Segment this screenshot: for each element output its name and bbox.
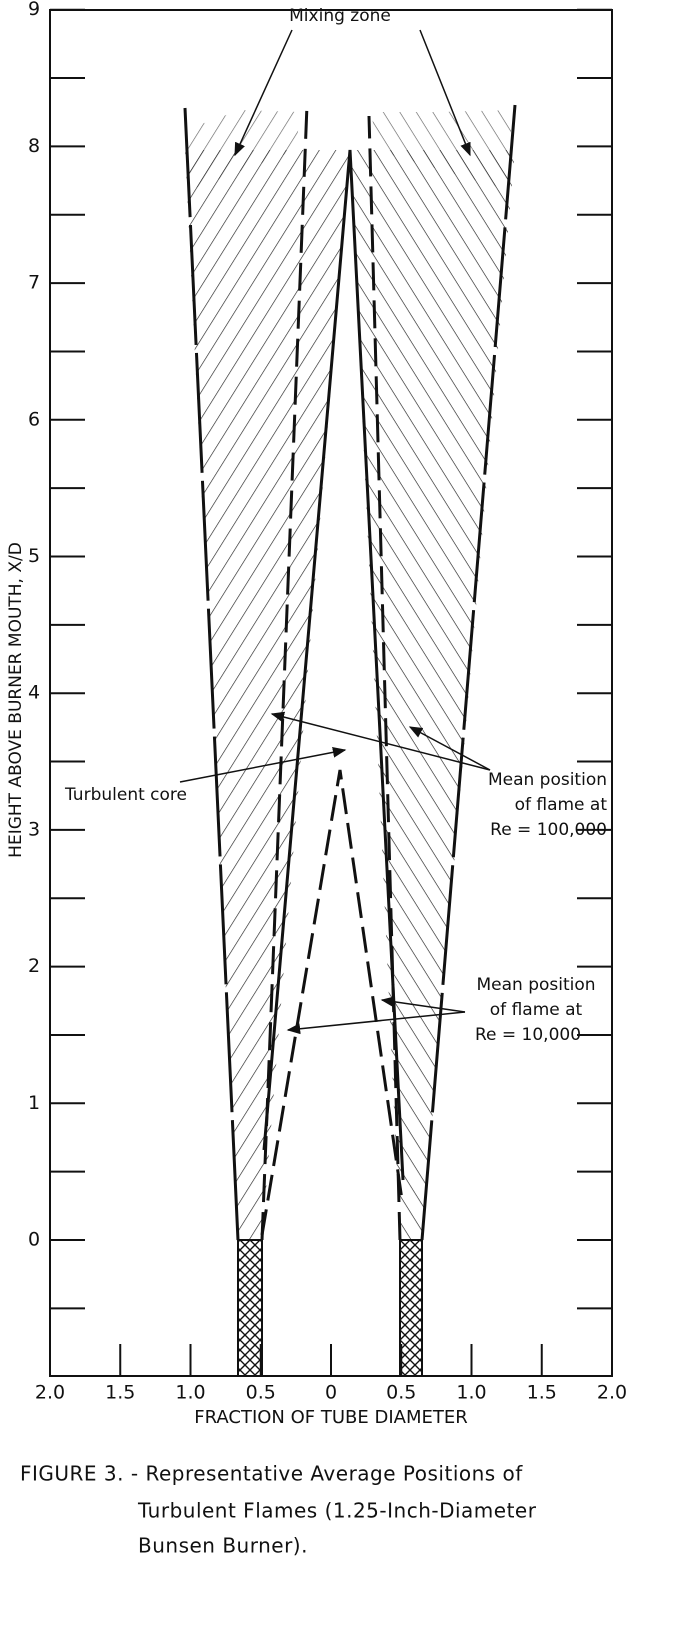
turbulent-core-label: Turbulent core [64, 785, 187, 805]
x-axis-label: FRACTION OF TUBE DIAMETER [194, 1407, 467, 1428]
x-tick-label: 1.0 [456, 1382, 486, 1404]
flame-100000-line: Re = 100,000 [490, 820, 607, 840]
hatch-top-right [372, 110, 512, 190]
x-tick-label: 2.0 [597, 1382, 627, 1404]
flame-100000-line: of flame at [515, 795, 608, 815]
y-axis-label: HEIGHT ABOVE BURNER MOUTH, X/D [6, 542, 26, 858]
flame-10000-line: Re = 10,000 [475, 1025, 581, 1045]
caption-line: Turbulent Flames (1.25-Inch-Diameter [137, 1499, 537, 1523]
arrow [408, 726, 491, 771]
flame-re-10000 [260, 769, 404, 1236]
x-tick-label: 1.0 [175, 1382, 205, 1404]
y-tick-label: 6 [28, 408, 40, 430]
arrow [380, 996, 466, 1013]
arrow [286, 1011, 466, 1035]
x-tick-label: 2.0 [35, 1382, 65, 1404]
x-tick-label: 1.5 [105, 1382, 135, 1404]
x-tick-label: 0.5 [386, 1382, 416, 1404]
x-tick-label: 0.5 [246, 1382, 276, 1404]
arrow [179, 747, 347, 783]
y-tick-label: 5 [28, 545, 40, 567]
y-tick-label: 1 [28, 1092, 40, 1114]
y-tick-label: 4 [28, 682, 40, 704]
caption-line: Bunsen Burner). [138, 1534, 308, 1558]
flame-10000-line: of flame at [490, 1000, 583, 1020]
y-tick-label: 8 [28, 135, 40, 157]
y-tick-label: 7 [28, 272, 40, 294]
y-tick-label: 9 [28, 0, 40, 20]
mixing-zone-label: Mixing zone [289, 6, 391, 26]
flame-re-100000 [262, 149, 405, 1181]
arrow [234, 29, 293, 157]
y-tick-label: 2 [28, 955, 40, 977]
caption-line: FIGURE 3. - Representative Average Posit… [20, 1462, 523, 1486]
outer-boundary-right [420, 104, 517, 1241]
outer-boundary-left [183, 107, 240, 1241]
x-tick-label: 1.5 [527, 1382, 557, 1404]
y-tick-label: 0 [28, 1229, 40, 1251]
flame-10000-line: Mean position [476, 975, 595, 995]
tube-wall-right [399, 1239, 423, 1377]
core-boundary-right [367, 115, 402, 1241]
flame-100000-line: Mean position [488, 770, 607, 790]
y-tick-label: 3 [28, 818, 40, 840]
tube-wall-left [237, 1239, 263, 1377]
arrow [270, 711, 491, 771]
x-tick-label: 0 [325, 1382, 337, 1404]
arrow [419, 29, 471, 157]
